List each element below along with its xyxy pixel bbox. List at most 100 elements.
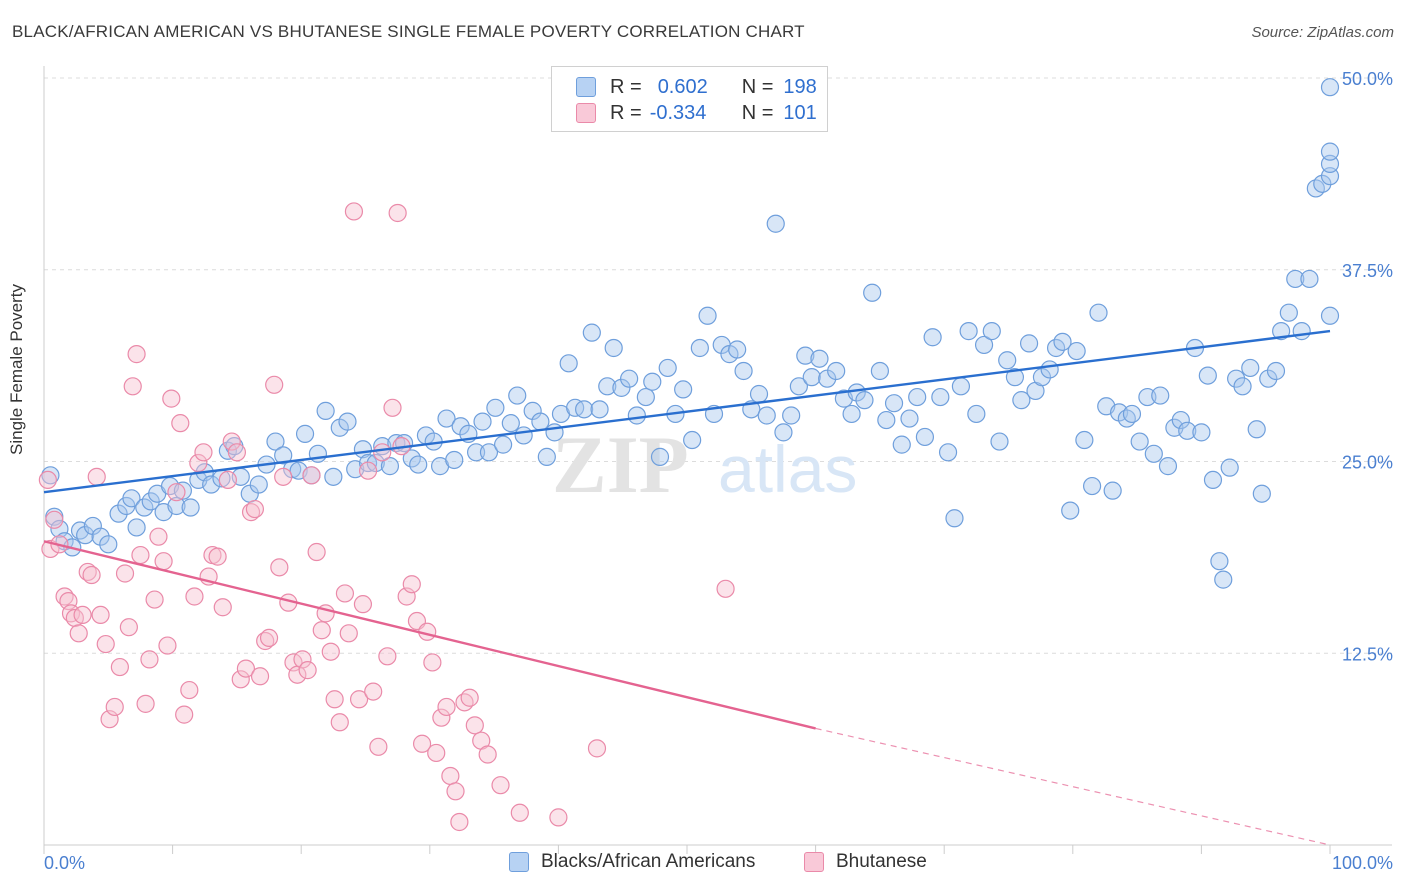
point-blacks	[508, 386, 527, 405]
point-blacks	[863, 283, 882, 302]
point-blacks	[908, 387, 927, 407]
r-value: -0.334	[649, 101, 707, 124]
point-blacks	[1241, 358, 1260, 378]
point-blacks	[959, 322, 978, 341]
point-bhutanese	[180, 680, 199, 700]
point-blacks	[590, 400, 609, 419]
point-bhutanese	[127, 345, 146, 364]
point-blacks	[295, 424, 315, 443]
point-bhutanese	[189, 453, 208, 473]
point-blacks	[802, 368, 821, 387]
point-blacks	[636, 387, 655, 407]
y-tick-label: 12.5%	[1342, 644, 1393, 664]
legend-label: Blacks/African Americans	[541, 851, 756, 872]
gridlines	[44, 77, 1392, 654]
point-blacks	[559, 354, 578, 373]
point-bhutanese	[402, 575, 421, 594]
point-bhutanese	[353, 595, 373, 614]
legend-row-bhutanese: R = -0.334 N = 101	[576, 100, 817, 126]
point-blacks	[437, 409, 456, 428]
point-blacks	[1067, 341, 1086, 361]
point-blacks	[1178, 421, 1197, 440]
point-blacks	[1306, 179, 1325, 198]
point-bhutanese	[136, 694, 155, 713]
point-bhutanese	[208, 547, 227, 566]
point-bhutanese	[123, 377, 142, 396]
point-bhutanese	[437, 697, 456, 717]
point-blacks	[218, 441, 237, 460]
point-bhutanese	[171, 414, 190, 433]
point-blacks	[734, 361, 753, 381]
x-tick-labels: 0.0% 100.0%	[44, 853, 1393, 873]
point-blacks	[316, 401, 335, 420]
point-bhutanese	[364, 682, 383, 701]
point-blacks	[870, 361, 890, 381]
point-bhutanese	[167, 483, 186, 502]
point-blacks	[1053, 332, 1072, 351]
point-blacks	[1019, 334, 1039, 353]
n-value: 198	[783, 75, 817, 98]
point-blacks	[1272, 322, 1291, 341]
point-bhutanese	[716, 579, 735, 598]
trend-lines	[43, 329, 1331, 846]
zipatlas-watermark: ZIP atlas	[552, 419, 857, 510]
point-bhutanese	[298, 661, 317, 680]
point-blacks	[998, 351, 1017, 370]
chart-title: BLACK/AFRICAN AMERICAN VS BHUTANESE SING…	[12, 22, 805, 41]
point-bhutanese	[162, 389, 181, 408]
point-blacks	[338, 412, 357, 431]
point-bhutanese	[222, 432, 241, 451]
point-blacks	[766, 214, 785, 233]
r-label: R =	[610, 75, 642, 98]
point-bhutanese	[441, 766, 460, 786]
point-blacks	[479, 443, 499, 462]
point-bhutanese	[549, 808, 568, 827]
point-bhutanese	[344, 202, 364, 221]
point-bhutanese	[82, 565, 101, 585]
point-bhutanese	[236, 659, 256, 678]
point-blacks	[99, 535, 118, 554]
point-blacks	[598, 377, 617, 396]
point-blacks	[181, 498, 200, 517]
point-bhutanese	[450, 812, 469, 832]
point-blacks	[990, 432, 1009, 451]
point-blacks	[409, 455, 428, 474]
point-bhutanese	[587, 739, 607, 758]
point-bhutanese	[154, 552, 173, 571]
point-blacks	[1158, 457, 1178, 476]
point-blacks	[1075, 430, 1094, 450]
point-blacks	[931, 387, 950, 407]
point-blacks	[1192, 423, 1211, 442]
point-blacks	[1151, 386, 1170, 405]
point-blacks	[445, 450, 464, 470]
point-blacks	[1032, 368, 1052, 387]
point-blacks	[202, 475, 221, 494]
point-bhutanese	[110, 657, 129, 677]
point-blacks	[1292, 322, 1311, 341]
point-blacks	[380, 457, 400, 476]
point-bhutanese	[321, 642, 340, 661]
series-bhutanese-points	[38, 202, 735, 832]
point-bhutanese	[185, 587, 204, 606]
point-bhutanese	[119, 618, 138, 637]
point-bhutanese	[38, 470, 57, 490]
point-blacks	[1012, 391, 1031, 410]
point-blacks	[122, 489, 141, 508]
point-bhutanese	[115, 564, 135, 583]
trend-line-blacks	[43, 329, 1331, 494]
pink-swatch	[804, 852, 824, 872]
point-bhutanese	[388, 203, 407, 223]
trend-line-bhutanese-extension	[815, 727, 1331, 846]
pink-swatch	[576, 103, 596, 123]
point-bhutanese	[245, 499, 265, 519]
point-blacks	[1320, 78, 1340, 97]
point-blacks	[855, 391, 874, 410]
point-blacks	[923, 328, 942, 347]
point-blacks	[612, 378, 631, 397]
n-label: N =	[741, 75, 774, 98]
point-blacks	[650, 447, 670, 466]
point-blacks	[1300, 269, 1319, 289]
point-blacks	[683, 430, 702, 450]
point-bhutanese	[446, 782, 465, 801]
point-blacks	[967, 404, 986, 424]
